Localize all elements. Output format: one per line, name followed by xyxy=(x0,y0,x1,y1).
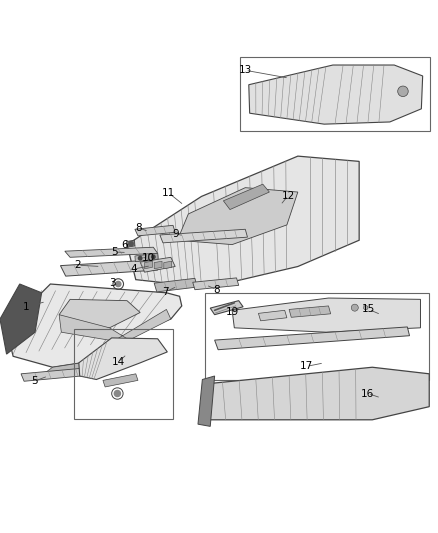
Polygon shape xyxy=(164,261,172,269)
Polygon shape xyxy=(154,261,162,269)
Polygon shape xyxy=(79,338,167,379)
Polygon shape xyxy=(215,327,410,350)
Text: 19: 19 xyxy=(226,308,239,318)
Polygon shape xyxy=(21,366,105,381)
Polygon shape xyxy=(103,374,138,387)
Circle shape xyxy=(398,86,408,96)
Circle shape xyxy=(129,241,133,246)
Polygon shape xyxy=(145,261,152,269)
Text: 17: 17 xyxy=(300,361,313,372)
Circle shape xyxy=(116,281,121,287)
Polygon shape xyxy=(135,225,175,236)
Polygon shape xyxy=(59,300,140,328)
Bar xyxy=(205,293,429,379)
Polygon shape xyxy=(160,229,247,243)
Text: 8: 8 xyxy=(213,285,220,295)
Polygon shape xyxy=(177,188,298,245)
Polygon shape xyxy=(198,376,215,426)
Text: 10: 10 xyxy=(141,253,155,263)
Polygon shape xyxy=(65,247,158,257)
Text: 15: 15 xyxy=(362,304,375,314)
Text: 2: 2 xyxy=(74,260,81,270)
Polygon shape xyxy=(193,278,239,290)
Text: 5: 5 xyxy=(111,247,118,257)
Text: 12: 12 xyxy=(282,190,295,200)
Polygon shape xyxy=(7,284,182,367)
Polygon shape xyxy=(249,65,423,124)
Polygon shape xyxy=(206,367,429,420)
Polygon shape xyxy=(59,310,171,341)
Text: 11: 11 xyxy=(162,188,175,198)
Text: 3: 3 xyxy=(109,278,116,288)
Polygon shape xyxy=(140,257,175,272)
Polygon shape xyxy=(127,240,135,247)
Circle shape xyxy=(114,391,120,397)
Text: 6: 6 xyxy=(121,240,128,250)
Text: 5: 5 xyxy=(31,376,38,386)
Text: 1: 1 xyxy=(23,302,30,312)
Polygon shape xyxy=(258,310,287,321)
Text: 16: 16 xyxy=(361,389,374,399)
Text: 13: 13 xyxy=(239,65,252,75)
Polygon shape xyxy=(127,156,359,287)
Polygon shape xyxy=(232,298,420,332)
Polygon shape xyxy=(210,301,243,314)
Circle shape xyxy=(138,256,142,260)
Polygon shape xyxy=(223,184,269,209)
Polygon shape xyxy=(44,359,129,374)
Polygon shape xyxy=(60,260,158,276)
Polygon shape xyxy=(154,278,197,292)
Text: 8: 8 xyxy=(135,223,142,233)
Text: 4: 4 xyxy=(130,264,137,274)
Circle shape xyxy=(351,304,358,311)
Polygon shape xyxy=(135,255,147,262)
Bar xyxy=(74,329,173,419)
Text: 7: 7 xyxy=(162,287,169,297)
Polygon shape xyxy=(0,284,42,354)
Circle shape xyxy=(364,305,368,310)
Circle shape xyxy=(152,255,155,259)
Polygon shape xyxy=(148,253,158,260)
Text: 14: 14 xyxy=(112,357,125,367)
Polygon shape xyxy=(289,306,331,317)
Bar xyxy=(240,57,430,131)
Text: 9: 9 xyxy=(172,229,179,239)
